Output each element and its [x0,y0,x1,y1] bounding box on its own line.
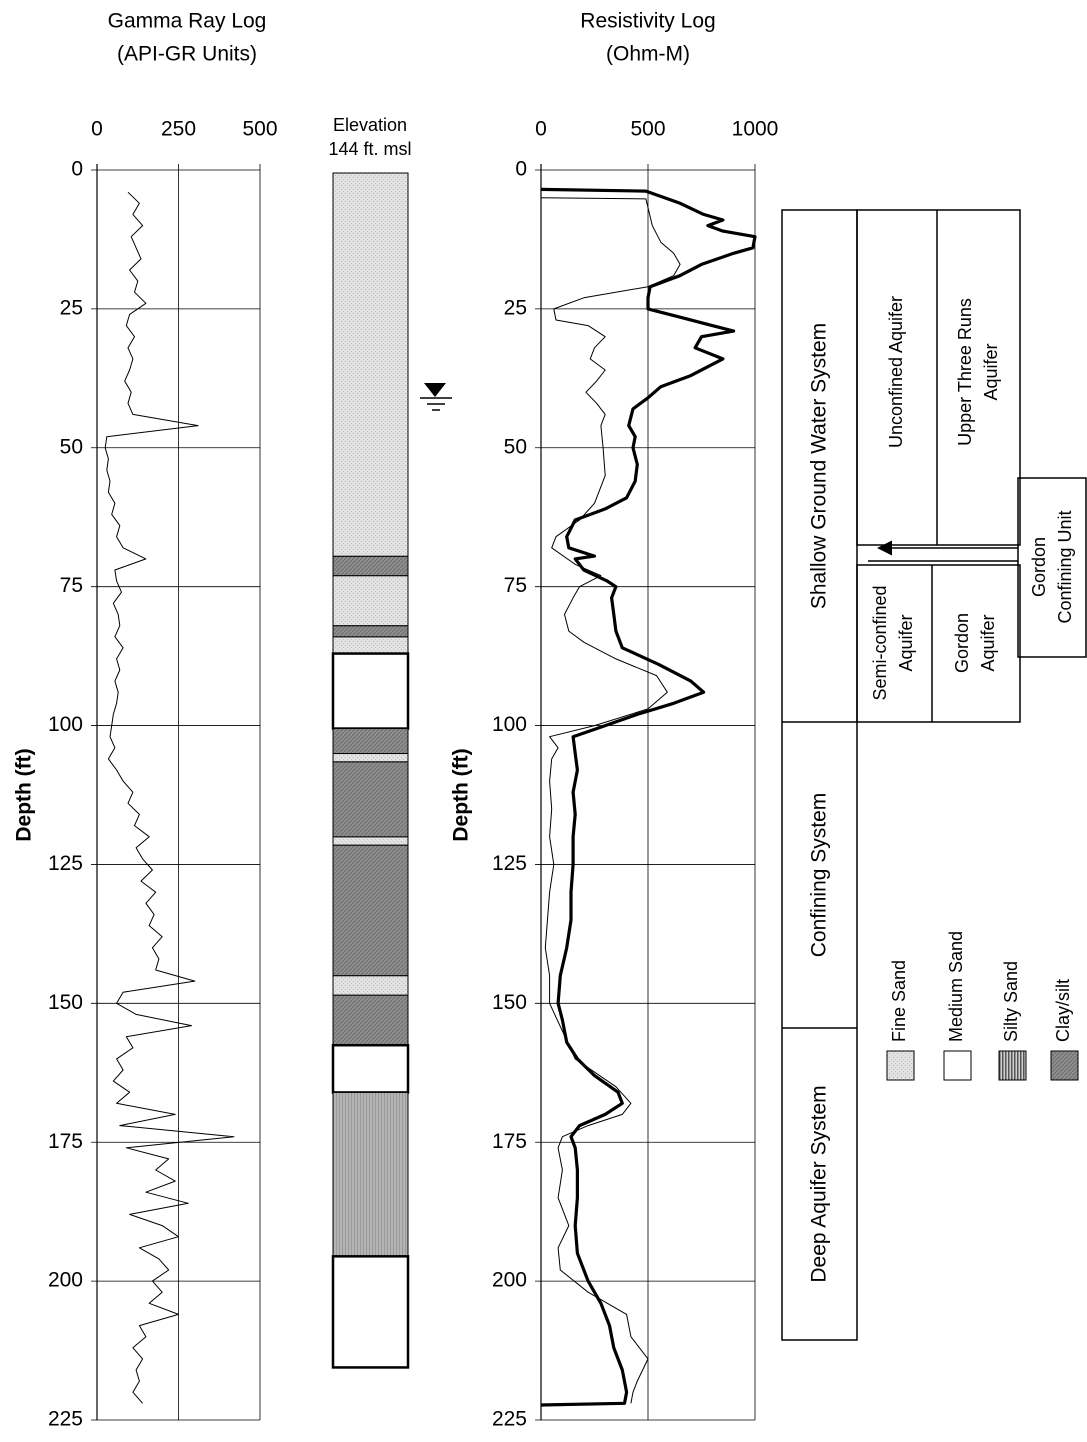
y-tick-label: 125 [492,852,527,875]
log-line [540,187,757,1407]
lithology-interval [331,1255,410,1369]
legend-label: Silty Sand [1001,961,1021,1042]
y-tick-label: 125 [48,852,83,875]
unit-label: Upper Three Runs [955,298,975,446]
unit-label: Semi-confined [870,585,890,700]
lithology-interval [332,753,409,763]
unit-label: Aquifer [981,343,1001,400]
unit-label: Aquifer [978,614,998,671]
system-label: Confining System [808,793,831,958]
lithology-interval [332,172,409,557]
lithology-interval [332,994,409,1046]
lithology-interval [332,636,409,655]
lithology-interval [332,1091,409,1257]
column-title: Elevation [333,115,407,135]
hydro-boxes [781,209,1087,1341]
y-tick-label: 175 [492,1130,527,1153]
y-axis-label: Depth (ft) [450,748,473,841]
system-label: Deep Aquifer System [808,1085,831,1282]
chart-subtitle: (API-GR Units) [117,43,257,66]
x-tick-label: 1000 [732,118,779,141]
lithology-interval [332,575,409,627]
lithology-interval [332,836,409,846]
unit-label: Aquifer [896,614,916,671]
log-line [540,197,681,1404]
water-table-symbol [420,383,452,411]
legend-label: Clay/silt [1053,979,1073,1042]
legend-swatch [943,1050,972,1081]
y-tick-label: 50 [504,435,527,458]
y-tick-label: 200 [492,1269,527,1292]
legend-swatch [1050,1050,1079,1081]
legend-swatch [998,1050,1027,1081]
y-axis-label: Depth (ft) [13,748,36,841]
y-tick-label: 225 [48,1408,83,1431]
y-tick-label: 25 [504,296,527,319]
y-tick-label: 150 [492,991,527,1014]
y-tick-label: 75 [504,574,527,597]
y-tick-label: 75 [60,574,83,597]
chart-subtitle: (Ohm-M) [606,43,690,66]
lithology-interval [332,844,409,977]
chart-title: Resistivity Log [580,10,715,33]
x-tick-label: 250 [161,118,196,141]
x-tick-label: 500 [242,118,277,141]
unit-label: Gordon [1029,537,1049,597]
x-tick-label: 0 [535,118,547,141]
x-tick-label: 0 [91,118,103,141]
lithology-interval [331,652,410,730]
legend-swatch [886,1050,915,1081]
y-tick-label: 50 [60,435,83,458]
unit-label: Gordon [952,613,972,673]
y-tick-label: 25 [60,296,83,319]
y-tick-label: 200 [48,1269,83,1292]
y-tick-label: 0 [71,158,83,181]
column-subtitle: 144 ft. msl [328,139,411,159]
y-tick-label: 100 [492,713,527,736]
lithology-interval [332,761,409,838]
lithology-interval [331,1043,410,1094]
x-tick-label: 500 [630,118,665,141]
lithology-interval [332,555,409,577]
y-tick-label: 100 [48,713,83,736]
y-tick-label: 150 [48,991,83,1014]
system-label: Shallow Ground Water System [808,323,831,609]
lithology-interval [332,975,409,996]
y-tick-label: 0 [515,158,527,181]
log-line [104,191,235,1404]
legend-label: Medium Sand [946,931,966,1042]
lithology-interval [332,728,409,755]
y-tick-label: 225 [492,1408,527,1431]
unit-label: Unconfined Aquifer [886,296,906,448]
lithology-interval [332,625,409,638]
chart-title: Gamma Ray Log [108,10,267,33]
y-tick-label: 175 [48,1130,83,1153]
unit-label: Confining Unit [1055,510,1075,623]
unit-labels: Unconfined Aquifer Upper Three Runs Aqui… [870,296,1075,701]
legend-label: Fine Sand [889,960,909,1042]
